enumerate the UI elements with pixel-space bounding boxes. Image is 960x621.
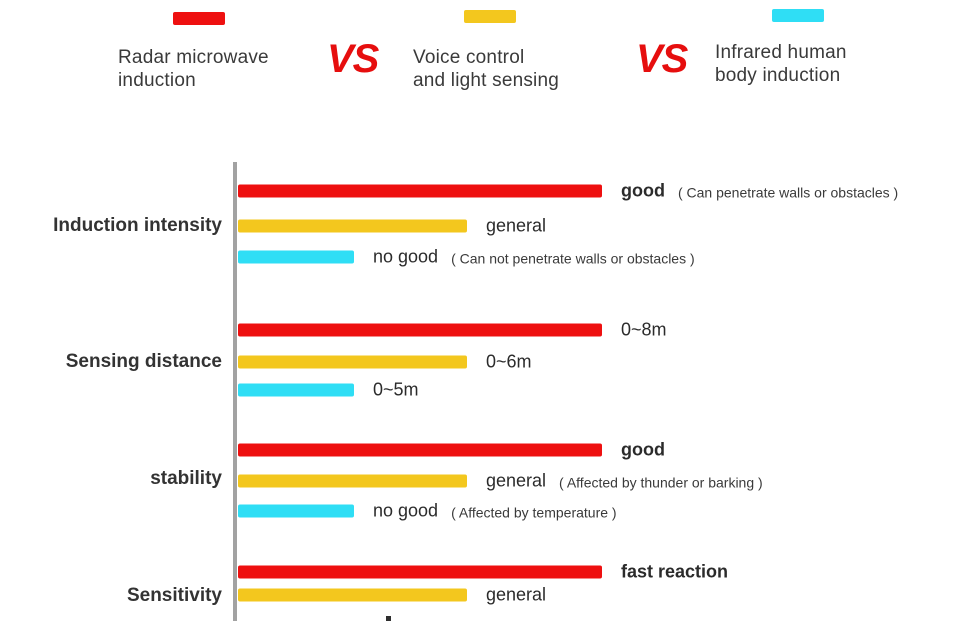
legend-label-infrared: Infrared human body induction — [715, 41, 847, 87]
bar-note-label: ( Affected by thunder or barking ) — [559, 474, 763, 490]
bar-row: general — [238, 215, 546, 236]
legend-swatch-voice — [464, 10, 516, 23]
red-bar — [238, 323, 602, 336]
legend-label-infrared-line1: Infrared human — [715, 42, 847, 63]
legend-label-radar-line2: induction — [118, 70, 196, 91]
bar-value-label: general — [486, 584, 547, 604]
vs-separator-1: VS — [327, 37, 379, 81]
category-label: Sensitivity — [126, 585, 222, 606]
category-label: Induction intensity — [53, 215, 222, 236]
bar-note-label: ( Affected by temperature ) — [451, 504, 617, 520]
bar-row: no good ( Can not penetrate walls or obst… — [238, 246, 695, 267]
bar-value-label: general — [486, 470, 547, 490]
yellow-bar — [238, 355, 467, 368]
legend-label-voice-line1: Voice control — [413, 47, 525, 68]
yellow-bar — [238, 219, 467, 232]
bar-row: general ( Affected by thunder or barking … — [238, 470, 763, 491]
category-label: Sensing distance — [65, 351, 222, 372]
yellow-bar — [238, 474, 467, 487]
bar-row: general — [238, 584, 546, 605]
clipped-label-fragment — [386, 616, 391, 621]
red-bar — [238, 184, 602, 197]
yellow-bar — [238, 588, 467, 601]
bar-row: no good ( Affected by temperature ) — [238, 500, 617, 521]
bar-value-label: general — [486, 215, 547, 235]
vs-separator-2: VS — [636, 37, 688, 81]
bar-value-label: good — [621, 439, 665, 459]
cyan-bar — [238, 250, 354, 263]
bar-note-label: ( Can not penetrate walls or obstacles ) — [451, 250, 695, 266]
category-label: stability — [150, 468, 222, 489]
legend-label-radar-line1: Radar microwave — [118, 47, 269, 68]
cyan-bar — [238, 383, 354, 396]
legend-swatch-radar — [173, 12, 225, 25]
bar-note-label: ( Can penetrate walls or obstacles ) — [677, 184, 899, 200]
bar-value-label: no good — [373, 246, 439, 266]
bar-value-label: fast reaction — [621, 561, 729, 581]
legend-label-voice-line2: and light sensing — [413, 70, 560, 91]
red-bar — [238, 443, 602, 456]
bar-value-label: good — [621, 180, 665, 200]
legend-header: Radar microwave induction VS Voice contr… — [0, 0, 960, 110]
bar-row: good ( Can penetrate walls or obstacles ) — [238, 180, 898, 201]
legend-label-voice: Voice control and light sensing — [413, 46, 559, 92]
bar-row: 0~6m — [238, 351, 532, 372]
bar-value-label: no good — [373, 500, 439, 520]
red-bar — [238, 565, 602, 578]
bar-value-label: 0~8m — [621, 319, 667, 339]
bar-row: 0~8m — [238, 319, 667, 340]
legend-label-infrared-line2: body induction — [715, 65, 841, 86]
legend-label-radar: Radar microwave induction — [118, 46, 269, 92]
bar-value-label: 0~6m — [486, 351, 532, 371]
chart-y-axis-line — [233, 162, 237, 621]
bar-row: 0~5m — [238, 379, 419, 400]
bar-row: good — [238, 439, 665, 460]
legend-swatch-infrared — [772, 9, 824, 22]
cyan-bar — [238, 504, 354, 517]
bar-value-label: 0~5m — [373, 379, 419, 399]
bar-row: fast reaction — [238, 561, 728, 582]
